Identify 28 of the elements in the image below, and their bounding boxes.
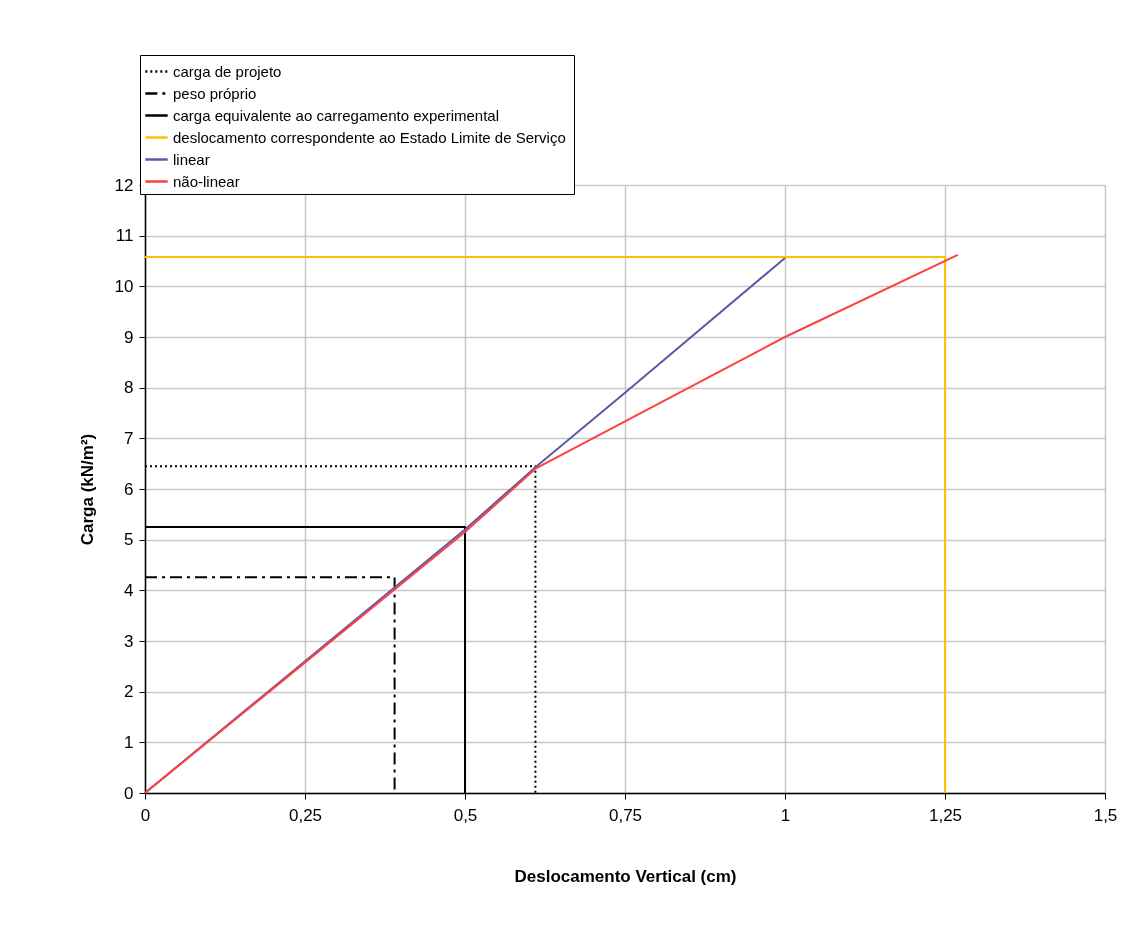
- x-tick-label: 1,5: [1093, 805, 1118, 825]
- legend-label: carga de projeto: [173, 62, 282, 80]
- y-tick-label: 8: [124, 378, 134, 398]
- y-tick-label: 10: [114, 276, 134, 296]
- x-axis-title: Deslocamento Vertical (cm): [514, 866, 737, 886]
- x-tick-label: 0,25: [288, 805, 323, 825]
- legend-label: deslocamento correspondente ao Estado Limite de Serviço: [173, 128, 566, 146]
- legend-label: carga equivalente ao carregamento experimental: [173, 106, 500, 124]
- legend-label: linear: [173, 150, 210, 168]
- y-tick-label: 7: [124, 428, 134, 448]
- y-tick-label: 9: [124, 327, 134, 347]
- x-tick-label: 0,5: [453, 805, 478, 825]
- y-tick-label: 2: [124, 682, 134, 702]
- y-tick-label: 5: [124, 530, 134, 550]
- x-tick-label: 1,25: [928, 805, 963, 825]
- x-tick-label: 1: [780, 805, 791, 825]
- legend-label: não-linear: [173, 172, 240, 190]
- y-tick-label: 3: [124, 631, 134, 651]
- y-tick-label: 11: [115, 226, 134, 246]
- y-axis-title: Carga (kN/m²): [77, 433, 97, 546]
- y-tick-label: 4: [124, 580, 134, 600]
- y-tick-label: 0: [124, 783, 134, 803]
- x-tick-label: 0: [140, 805, 151, 825]
- legend-label: peso próprio: [173, 84, 257, 102]
- y-tick-label: 12: [114, 175, 134, 195]
- x-tick-label: 0,75: [608, 805, 643, 825]
- y-tick-label: 1: [124, 732, 134, 752]
- y-tick-label: 6: [124, 479, 134, 499]
